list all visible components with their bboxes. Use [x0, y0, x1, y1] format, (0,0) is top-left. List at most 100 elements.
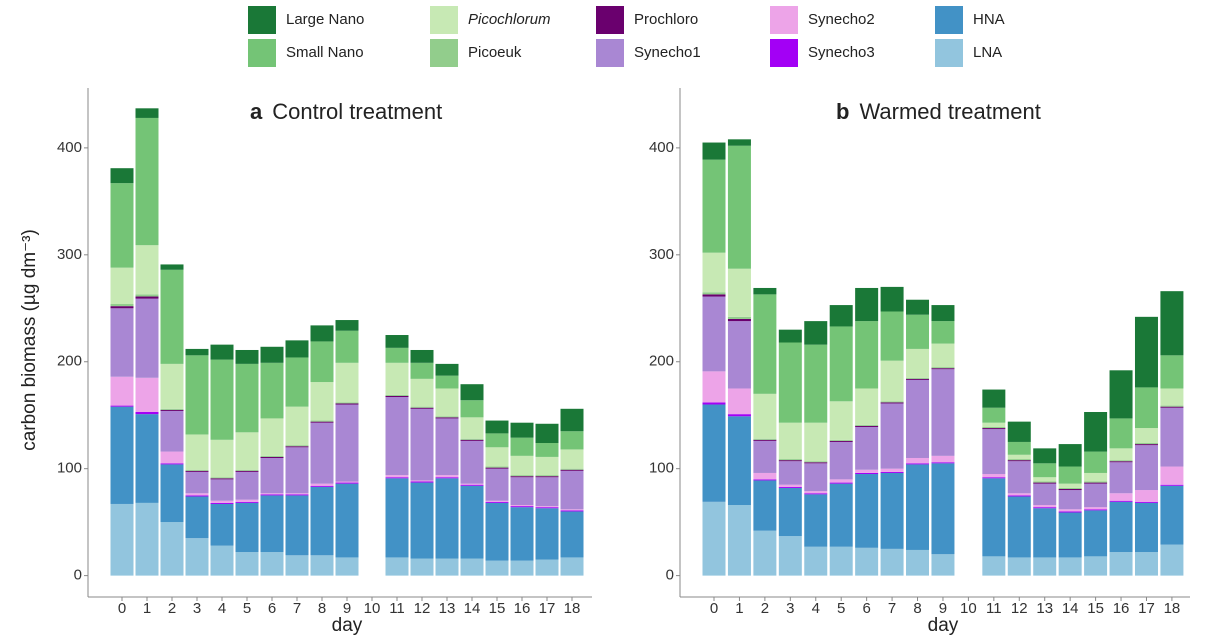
bar-segment	[702, 371, 726, 403]
bar-segment	[560, 510, 584, 512]
bar-segment	[906, 379, 930, 458]
bar-segment	[931, 463, 955, 555]
bar-segment	[335, 402, 359, 404]
bar-segment	[260, 493, 284, 495]
legend-swatch	[770, 6, 798, 34]
bar-segment	[804, 546, 828, 576]
bar-segment	[435, 375, 459, 389]
bar-segment	[435, 475, 459, 478]
bar-segment	[235, 471, 259, 500]
bar-segment	[778, 461, 802, 485]
bar-segment	[210, 344, 234, 360]
legend-swatch	[430, 6, 458, 34]
bar-segment	[982, 426, 1006, 429]
bar-segment	[160, 409, 184, 411]
bar-segment	[855, 472, 879, 475]
bar-segment	[485, 500, 509, 502]
bar-segment	[906, 377, 930, 379]
bar-segment	[804, 463, 828, 492]
bar-segment	[485, 420, 509, 434]
panel-title-text: Warmed treatment	[859, 99, 1040, 124]
x-tick-label: 8	[913, 600, 921, 617]
bar-segment	[110, 306, 134, 309]
bar-segment	[1160, 291, 1184, 356]
bar-segment	[510, 505, 534, 507]
legend-label: LNA	[973, 44, 1002, 61]
bar-segment	[260, 418, 284, 456]
bar-segment	[1058, 487, 1082, 489]
bar-segment	[560, 449, 584, 469]
bar-segment	[535, 506, 559, 508]
bar-segment	[1007, 441, 1031, 455]
bar-segment	[855, 388, 879, 425]
bar-segment	[260, 552, 284, 576]
bar-segment	[460, 400, 484, 418]
panel-title: b Warmed treatment	[836, 99, 1041, 124]
bar-segment	[1134, 443, 1158, 445]
x-tick-label: 13	[439, 600, 456, 617]
bar-segment	[235, 552, 259, 576]
y-tick-label: 300	[57, 246, 82, 263]
bar-segment	[185, 538, 209, 576]
bar-segment	[285, 555, 309, 576]
bar-segment	[1109, 461, 1133, 463]
bar-segment	[260, 495, 284, 553]
bar-segment	[560, 469, 584, 471]
bar-segment	[385, 557, 409, 576]
bar-segment	[460, 484, 484, 486]
bar-segment	[535, 423, 559, 444]
bar-segment	[753, 472, 777, 480]
bar-segment	[1160, 405, 1184, 407]
x-tick-label: 2	[168, 600, 176, 617]
bar-segment	[285, 406, 309, 446]
bar-segment	[510, 437, 534, 456]
bar-segment	[235, 363, 259, 433]
legend-label: Synecho1	[634, 44, 701, 61]
bar-segment	[1109, 460, 1133, 462]
bar-segment	[435, 388, 459, 417]
bar-segment	[310, 555, 334, 576]
bar-segment	[535, 559, 559, 576]
bar-segment	[1007, 421, 1031, 442]
bar-segment	[435, 478, 459, 559]
bar-segment	[310, 422, 334, 484]
bar-segment	[285, 357, 309, 407]
bar-segment	[560, 468, 584, 470]
bar-segment	[1007, 557, 1031, 576]
bar-segment	[335, 330, 359, 363]
bar-segment	[829, 305, 853, 327]
bar-segment	[185, 469, 209, 471]
bar-segment	[804, 344, 828, 423]
bar-segment	[485, 447, 509, 467]
bar-segment	[435, 418, 459, 476]
bar-segment	[702, 294, 726, 297]
bar-segment	[160, 410, 184, 452]
x-axis-label: day	[332, 615, 363, 636]
bar-segment	[510, 422, 534, 438]
panel-letter: a	[250, 99, 263, 124]
bar-segment	[702, 252, 726, 293]
bar-segment	[1160, 406, 1184, 408]
x-tick-label: 9	[343, 600, 351, 617]
bar-segment	[135, 245, 159, 295]
bar-segment	[931, 367, 955, 369]
bar-segment	[1134, 387, 1158, 429]
bar-segment	[160, 463, 184, 465]
bar-segment	[702, 404, 726, 502]
bar-segment	[435, 416, 459, 418]
legend-label: Picoeuk	[468, 44, 522, 61]
legend-label: Large Nano	[286, 11, 364, 28]
bar-segment	[1033, 557, 1057, 576]
legend-swatch	[248, 39, 276, 67]
bar-segment	[385, 397, 409, 476]
bar-segment	[460, 440, 484, 484]
bar-segment	[727, 321, 751, 389]
y-tick-label: 200	[649, 353, 674, 370]
bar-segment	[535, 476, 559, 478]
bar-segment	[510, 455, 534, 476]
legend-label: HNA	[973, 11, 1005, 28]
bar-segment	[285, 495, 309, 556]
y-tick-label: 100	[649, 460, 674, 477]
bar-segment	[1007, 459, 1031, 461]
panel-title-text: Control treatment	[272, 99, 442, 124]
